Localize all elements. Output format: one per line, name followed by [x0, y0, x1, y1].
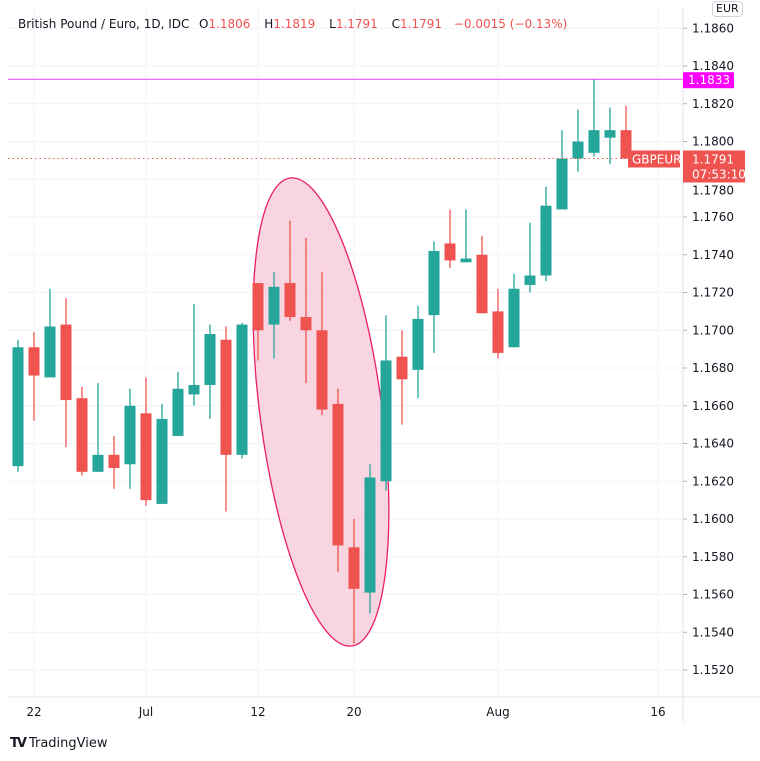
candle-up: [172, 388, 184, 436]
candle-down: [108, 454, 120, 469]
y-tick-label: 1.1580: [692, 550, 734, 564]
horizontal-line-label: 1.1833: [688, 73, 730, 87]
countdown-label: 07:53:10: [692, 167, 746, 181]
candle-down: [28, 347, 40, 376]
open-label: O: [199, 17, 209, 31]
y-tick-label: 1.1560: [692, 588, 734, 602]
y-tick-label: 1.1680: [692, 361, 734, 375]
candle-up: [540, 205, 552, 276]
y-tick-label: 1.1600: [692, 512, 734, 526]
candle-up: [268, 286, 280, 325]
symbol-label: GBPEUR: [632, 152, 681, 166]
x-tick-label: Jul: [138, 705, 153, 719]
y-tick-label: 1.1780: [692, 183, 734, 197]
price-axis[interactable]: 1.1520 1.1540 1.1560 1.1580 1.1600 1.1620 1.16…: [683, 21, 734, 677]
candle-up: [236, 324, 248, 455]
y-tick-label: 1.1760: [692, 210, 734, 224]
tradingview-logo-icon: TV: [10, 736, 27, 751]
last-price-label: 1.1791: [692, 152, 734, 166]
x-tick-label: 12: [250, 705, 265, 719]
candle-up: [524, 275, 536, 285]
candles: [12, 79, 632, 644]
candle-up: [204, 334, 216, 385]
candle-up: [460, 258, 472, 263]
candle-up: [156, 418, 168, 504]
y-tick-label: 1.1840: [692, 59, 734, 73]
candle-down: [620, 130, 632, 159]
candle-down: [444, 243, 456, 261]
close-value: 1.1791: [400, 17, 443, 31]
candle-up: [508, 288, 520, 348]
candle-up: [556, 158, 568, 210]
high-value: 1.1819: [273, 17, 316, 31]
candle-up: [12, 347, 24, 467]
y-tick-label: 1.1700: [692, 323, 734, 337]
y-tick-label: 1.1540: [692, 625, 734, 639]
candle-down: [284, 283, 296, 318]
candle-up: [44, 326, 56, 378]
candle-up: [572, 141, 584, 159]
y-tick-label: 1.1860: [692, 21, 734, 35]
symbol-label-bg: [628, 150, 680, 168]
candle-down: [140, 413, 152, 501]
candle-up: [124, 405, 136, 465]
candle-down: [300, 317, 312, 331]
currency-button[interactable]: EUR: [712, 1, 743, 17]
candle-down: [252, 283, 264, 331]
chart-legend: British Pound / Euro, 1D, IDC O1.1806 H1…: [18, 17, 575, 31]
y-tick-label: 1.1800: [692, 135, 734, 149]
candle-down: [76, 398, 88, 472]
y-tick-label: 1.1820: [692, 97, 734, 111]
y-tick-label: 1.1660: [692, 399, 734, 413]
tradingview-logo[interactable]: TV TradingView: [10, 736, 107, 751]
x-tick-label: 22: [26, 705, 41, 719]
candle-up: [428, 250, 440, 316]
candle-up: [588, 130, 600, 153]
candle-down: [476, 254, 488, 314]
symbol-title: British Pound / Euro, 1D, IDC: [18, 17, 190, 31]
candle-down: [60, 324, 72, 401]
open-value: 1.1806: [208, 17, 251, 31]
candle-up: [92, 454, 104, 472]
y-tick-label: 1.1720: [692, 286, 734, 300]
candle-down: [332, 403, 344, 546]
last-price-label-bg: [683, 150, 745, 183]
candle-up: [412, 318, 424, 370]
time-axis[interactable]: 22 Jul 12 20 Aug 16: [26, 705, 665, 719]
x-tick-label: Aug: [486, 705, 509, 719]
candle-up: [364, 477, 376, 593]
low-value: 1.1791: [335, 17, 378, 31]
x-tick-label: 20: [346, 705, 361, 719]
candle-down: [220, 339, 232, 455]
brand-name: TradingView: [28, 736, 108, 751]
y-tick-label: 1.1740: [692, 248, 734, 262]
candle-down: [316, 330, 328, 410]
low-label: L: [329, 17, 336, 31]
candle-up: [188, 384, 200, 395]
close-label: C: [391, 17, 401, 31]
y-tick-label: 1.1520: [692, 663, 734, 677]
x-tick-label: 16: [650, 705, 665, 719]
candle-down: [396, 356, 408, 380]
candle-down: [492, 311, 504, 353]
candle-down: [348, 547, 360, 589]
y-tick-label: 1.1620: [692, 474, 734, 488]
change-value: −0.0015 (−0.13%): [453, 17, 568, 31]
candle-up: [380, 360, 392, 482]
high-label: H: [264, 17, 274, 31]
candle-up: [604, 130, 616, 138]
horizontal-line-label-bg: [683, 72, 734, 89]
overlays: [8, 78, 683, 159]
y-tick-label: 1.1640: [692, 437, 734, 451]
